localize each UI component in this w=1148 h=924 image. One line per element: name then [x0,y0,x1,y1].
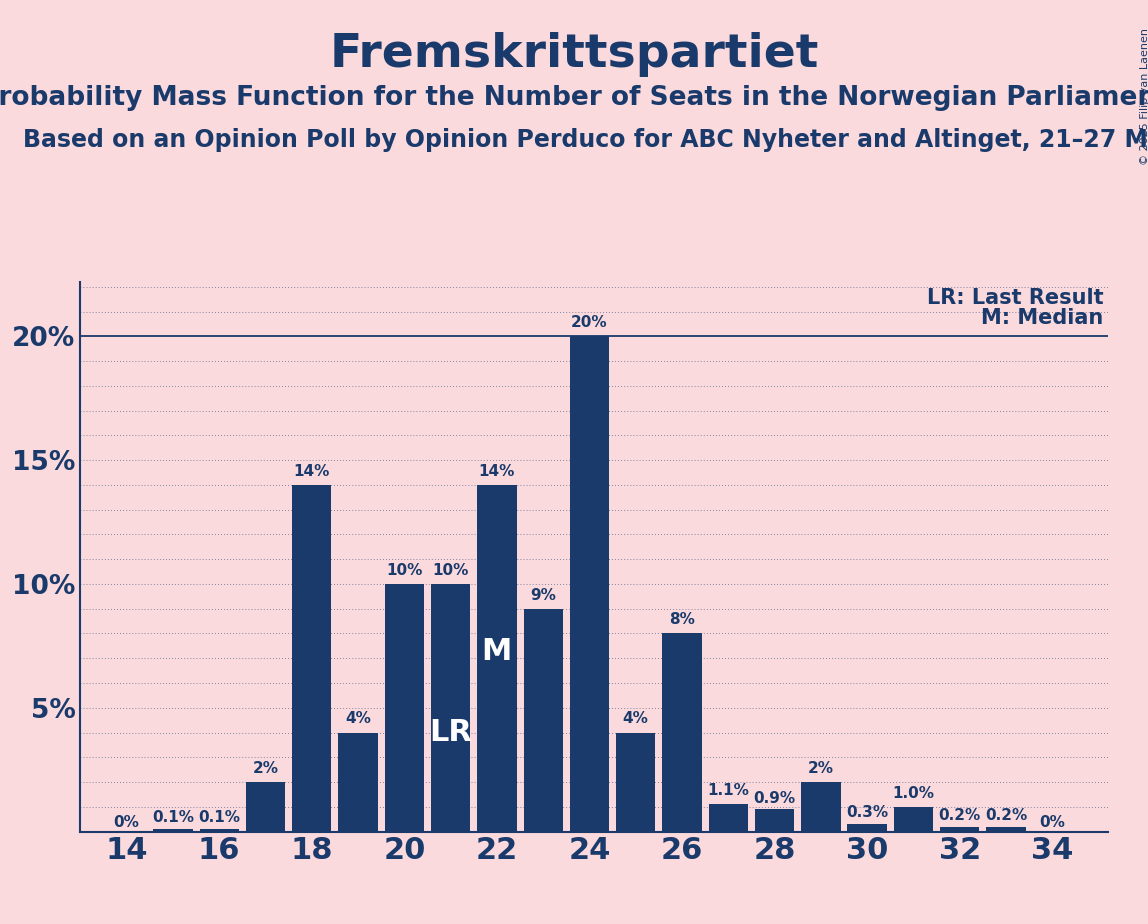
Text: 10%: 10% [433,563,468,578]
Text: 0.2%: 0.2% [985,808,1027,823]
Text: LR: LR [429,718,472,747]
Text: M: Median: M: Median [980,308,1103,328]
Bar [430,584,471,832]
Text: 0.1%: 0.1% [199,810,240,825]
Bar [246,782,285,832]
Text: 0.3%: 0.3% [846,806,889,821]
Text: 1.0%: 1.0% [892,785,934,800]
Bar [523,609,563,832]
Text: 14%: 14% [294,464,329,479]
Bar [986,827,1025,832]
Text: 2%: 2% [253,760,279,776]
Bar [847,824,886,832]
Text: Fremskrittspartiet: Fremskrittspartiet [329,32,819,78]
Text: © 2025 Filip van Laenen: © 2025 Filip van Laenen [1140,28,1148,164]
Text: 0.1%: 0.1% [152,810,194,825]
Text: 4%: 4% [346,711,371,726]
Bar [339,733,378,832]
Bar [894,807,933,832]
Text: 0.2%: 0.2% [939,808,980,823]
Bar [662,634,701,832]
Bar [708,805,748,832]
Bar [478,485,517,832]
Text: Probability Mass Function for the Number of Seats in the Norwegian Parliament: Probability Mass Function for the Number… [0,85,1148,111]
Text: 8%: 8% [669,613,695,627]
Bar [385,584,424,832]
Text: Based on an Opinion Poll by Opinion Perduco for ABC Nyheter and Altinget, 21–27 : Based on an Opinion Poll by Opinion Perd… [23,128,1148,152]
Text: LR: Last Result: LR: Last Result [926,288,1103,308]
Text: 9%: 9% [530,588,556,602]
Text: 0.9%: 0.9% [753,791,796,806]
Bar [616,733,656,832]
Bar [292,485,332,832]
Text: 0%: 0% [1039,815,1065,830]
Bar [801,782,840,832]
Text: 10%: 10% [386,563,422,578]
Bar [200,829,239,832]
Bar [569,336,610,832]
Text: 2%: 2% [808,760,833,776]
Text: 20%: 20% [572,315,607,330]
Text: 0%: 0% [114,815,140,830]
Text: M: M [482,637,512,666]
Bar [153,829,193,832]
Bar [755,809,794,832]
Text: 4%: 4% [623,711,649,726]
Bar [940,827,979,832]
Text: 14%: 14% [479,464,515,479]
Text: 1.1%: 1.1% [707,784,750,798]
